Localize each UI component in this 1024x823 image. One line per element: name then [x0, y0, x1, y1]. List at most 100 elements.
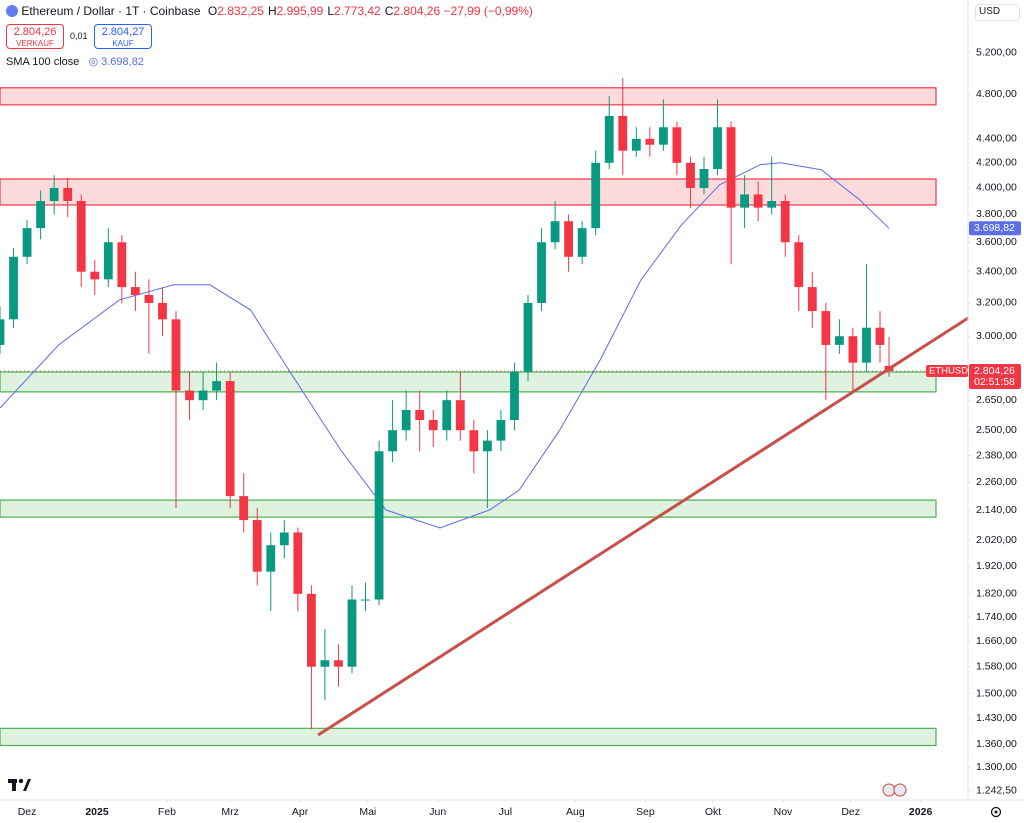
y-tick-label: 3.600,00 — [976, 236, 1017, 248]
y-tick-label: 4.400,00 — [976, 133, 1017, 145]
price-label: 2.804,26 — [974, 365, 1015, 377]
y-tick-label: 1.580,00 — [976, 661, 1017, 673]
sma-price-tag — [969, 221, 1021, 236]
candle-body — [388, 430, 398, 452]
y-tick-label: 2.500,00 — [976, 424, 1017, 436]
sell-label: VERKAUF — [16, 39, 54, 48]
y-tick-label: 3.800,00 — [976, 208, 1017, 220]
ohlc-value: 2.832,25 — [217, 4, 264, 18]
y-tick-label: 2.020,00 — [976, 534, 1017, 546]
candle-body — [225, 381, 235, 497]
candle-body — [374, 451, 384, 600]
zone — [0, 87, 937, 106]
candle-body — [90, 271, 100, 280]
candle-body — [550, 221, 560, 243]
y-tick-label: 1.430,00 — [976, 712, 1017, 724]
candle-body — [510, 371, 519, 420]
candle-body — [252, 520, 262, 572]
candle-body — [645, 138, 655, 145]
candle-body — [469, 430, 479, 452]
candle-body — [144, 294, 154, 303]
candle-body — [564, 221, 574, 257]
y-tick-label: 3.400,00 — [976, 265, 1017, 277]
y-tick-label: 1.920,00 — [976, 560, 1017, 572]
x-tick-label: Apr — [292, 806, 309, 818]
y-tick-label: 4.200,00 — [976, 157, 1017, 169]
symbol-title: Ethereum / Dollar · 1T · Coinbase — [21, 4, 201, 18]
y-tick-label: 1.740,00 — [976, 611, 1017, 623]
x-tick-label: Feb — [158, 806, 176, 818]
candle-body — [36, 200, 46, 229]
sell-price: 2.804,26 — [13, 26, 57, 38]
candle-body — [740, 194, 750, 208]
header: Ethereum / Dollar · 1T · Coinbase O2.832… — [6, 4, 533, 18]
candle-body — [591, 162, 601, 229]
symbol-tag — [926, 365, 968, 378]
candle-body — [658, 127, 668, 145]
candle-body — [320, 660, 330, 667]
settings-icon[interactable] — [990, 806, 1002, 818]
candle-body — [604, 115, 614, 163]
zone — [0, 178, 937, 206]
spread: 0,01 — [70, 31, 88, 41]
candle-body — [834, 336, 844, 345]
logo — [8, 778, 31, 791]
x-tick-label: Nov — [774, 806, 793, 818]
sell-button[interactable]: 2.804,26 VERKAUF — [6, 24, 64, 49]
candle-body — [158, 302, 167, 320]
eth-icon — [6, 5, 18, 17]
y-tick-label: 2.380,00 — [976, 449, 1017, 461]
y-tick-label: 1.660,00 — [976, 635, 1017, 647]
y-tick-label: 1.360,00 — [976, 738, 1017, 750]
candle-body — [171, 319, 181, 391]
y-tick-label: 2.650,00 — [976, 394, 1017, 406]
flag-icon[interactable] — [882, 783, 907, 797]
buy-label: KAUF — [112, 39, 134, 48]
x-tick-label: Mrz — [221, 806, 239, 818]
y-tick-label: 1.820,00 — [976, 588, 1017, 600]
y-tick-label: 3.000,00 — [976, 330, 1017, 342]
buy-price: 2.804,27 — [101, 26, 145, 38]
x-tick-label: Dez — [841, 806, 860, 818]
candle-body — [523, 302, 533, 372]
y-tick-label: 1.500,00 — [976, 687, 1017, 699]
candle-body — [821, 311, 831, 345]
x-tick-label: Okt — [705, 806, 721, 818]
candle-body — [49, 187, 59, 201]
y-tick-label: 2.140,00 — [976, 504, 1017, 516]
candle-body — [63, 187, 73, 201]
currency-button[interactable]: USD — [975, 4, 1020, 21]
candle-body — [699, 168, 709, 188]
sma-price-label: 3.698,82 — [974, 222, 1015, 234]
candle-body — [198, 390, 208, 401]
candle-body — [239, 496, 249, 521]
y-tick-label: 1.300,00 — [976, 761, 1017, 773]
candle-body — [726, 127, 736, 208]
x-tick-label: Aug — [566, 806, 585, 818]
candle-body — [686, 162, 695, 188]
candle-body — [0, 319, 5, 345]
candle-body — [780, 200, 790, 243]
candle-body — [76, 200, 86, 272]
x-tick-label: 2026 — [909, 806, 933, 818]
candle-body — [848, 336, 858, 363]
candle-body — [875, 327, 885, 345]
y-tick-label: 4.800,00 — [976, 88, 1017, 100]
candle-body — [103, 242, 113, 280]
zone — [0, 371, 937, 393]
buy-button[interactable]: 2.804,27 KAUF — [94, 24, 152, 49]
candle-body — [347, 599, 357, 667]
symbol-label: ETHUSD — [929, 366, 968, 377]
candle-body — [306, 593, 316, 667]
candle-body — [279, 532, 289, 546]
candle-body — [496, 419, 506, 441]
candle-body — [767, 200, 777, 208]
zone — [0, 499, 937, 518]
sma-line — [0, 162, 890, 529]
ohlc-key: L — [327, 4, 335, 18]
candle-body — [212, 381, 222, 391]
x-tick-label: Dez — [18, 806, 37, 818]
candle-body — [117, 242, 127, 288]
ohlc: O2.832,25 H2.995,99 L2.773,42 C2.804,26 — [204, 4, 440, 18]
